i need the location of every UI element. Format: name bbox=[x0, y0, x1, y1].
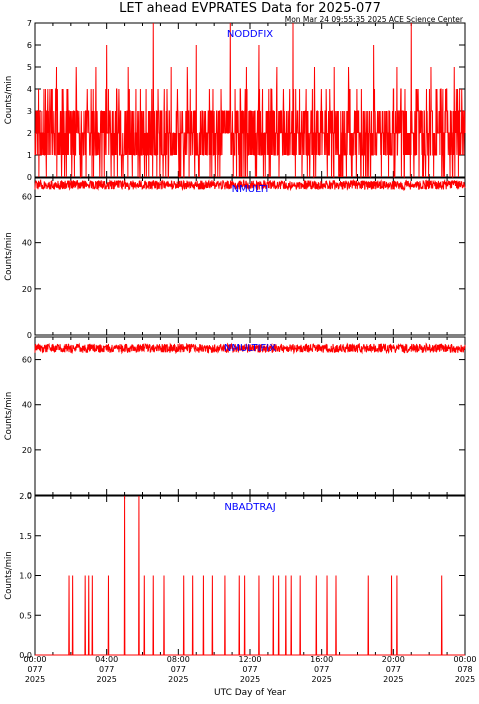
x-tick-time: 16:00 bbox=[310, 655, 333, 664]
x-tick-doy: 077 bbox=[99, 665, 114, 674]
panel-nbadtraj: 0.0 0.5 1.0 1.5 2.0 Counts/min NBADTRAJ bbox=[4, 492, 466, 660]
x-tick-doy: 077 bbox=[314, 665, 329, 674]
panel-nmultifix: 0 20 40 60 Counts/min NMULTIFIX bbox=[4, 336, 466, 500]
y-tick-label: 7 bbox=[27, 19, 32, 28]
x-tick-year: 2025 bbox=[96, 675, 116, 684]
y-tick-label: 0.5 bbox=[19, 611, 32, 620]
x-tick-year: 2025 bbox=[455, 675, 475, 684]
y-tick-label: 0 bbox=[27, 331, 32, 340]
x-tick-time: 08:00 bbox=[167, 655, 190, 664]
y-tick-label: 20 bbox=[22, 446, 32, 455]
plot-frame bbox=[34, 495, 466, 656]
y-axis-title: Counts/min bbox=[4, 76, 14, 125]
x-tick-time: 20:00 bbox=[382, 655, 405, 664]
series-line-nmulti bbox=[34, 178, 466, 192]
x-tick-time: 00:00 bbox=[453, 655, 476, 664]
x-tick-year: 2025 bbox=[168, 675, 188, 684]
series-label: NODDFIX bbox=[227, 29, 273, 40]
y-axis-title: Counts/min bbox=[4, 232, 14, 281]
y-tick-label: 2.0 bbox=[19, 492, 32, 501]
x-tick-doy: 077 bbox=[386, 665, 401, 674]
y-tick-label: 0 bbox=[27, 491, 32, 500]
panel-nmulti: 0 20 40 60 Counts/min NMULTI bbox=[4, 177, 466, 340]
y-tick-label: 6 bbox=[27, 41, 32, 50]
y-axis-title: Counts/min bbox=[4, 392, 14, 441]
series-line-noddfix bbox=[34, 22, 466, 178]
y-tick-label: 60 bbox=[22, 192, 32, 201]
y-tick-label: 1 bbox=[27, 151, 32, 160]
y-tick-label: 1.0 bbox=[19, 572, 32, 581]
plot-frame bbox=[34, 177, 466, 336]
y-tick-label: 0 bbox=[27, 173, 32, 182]
x-axis-title: UTC Day of Year bbox=[214, 688, 286, 698]
series-label: NMULTIFIX bbox=[224, 343, 276, 354]
series-line-nmultifix bbox=[34, 342, 466, 355]
y-tick-label: 60 bbox=[22, 356, 32, 365]
series-label: NBADTRAJ bbox=[224, 502, 275, 513]
x-tick-time: 04:00 bbox=[95, 655, 118, 664]
x-tick-time: 00:00 bbox=[23, 655, 46, 664]
y-tick-label: 2 bbox=[27, 129, 32, 138]
x-tick-year: 2025 bbox=[240, 675, 260, 684]
x-tick-doy: 077 bbox=[27, 665, 42, 674]
x-tick-doy: 077 bbox=[171, 665, 186, 674]
x-tick-year: 2025 bbox=[383, 675, 403, 684]
y-tick-label: 20 bbox=[22, 285, 32, 294]
y-axis-title: Counts/min bbox=[4, 551, 14, 600]
series-label: NMULTI bbox=[232, 184, 269, 195]
y-tick-label: 40 bbox=[22, 401, 32, 410]
y-tick-label: 1.5 bbox=[19, 532, 32, 541]
y-tick-label: 0.0 bbox=[19, 651, 32, 660]
plot-frame bbox=[34, 336, 466, 496]
x-tick-time: 12:00 bbox=[238, 655, 261, 664]
y-tick-label: 5 bbox=[27, 63, 32, 72]
x-tick-year: 2025 bbox=[311, 675, 331, 684]
x-tick-year: 2025 bbox=[25, 675, 45, 684]
y-tick-label: 3 bbox=[27, 107, 32, 116]
panel-noddfix: 0 1 2 3 4 5 6 7 Counts/min NODDFIX bbox=[4, 19, 466, 182]
y-tick-label: 40 bbox=[22, 239, 32, 248]
panels-group: 0 1 2 3 4 5 6 7 Counts/min NODDFIX 0 20 40 60 Counts/m… bbox=[4, 19, 477, 684]
x-tick-doy: 078 bbox=[457, 665, 472, 674]
y-tick-label: 4 bbox=[27, 85, 32, 94]
series-line-nbadtraj bbox=[35, 495, 465, 656]
timestamp-label: Mon Mar 24 09:55:35 2025 ACE Science Cen… bbox=[285, 15, 464, 24]
chart-title: LET ahead EVPRATES Data for 2025-077 bbox=[119, 1, 381, 16]
x-tick-doy: 077 bbox=[242, 665, 257, 674]
x-tick-labels: 00:00077202504:00077202508:00077202512:0… bbox=[23, 655, 476, 684]
